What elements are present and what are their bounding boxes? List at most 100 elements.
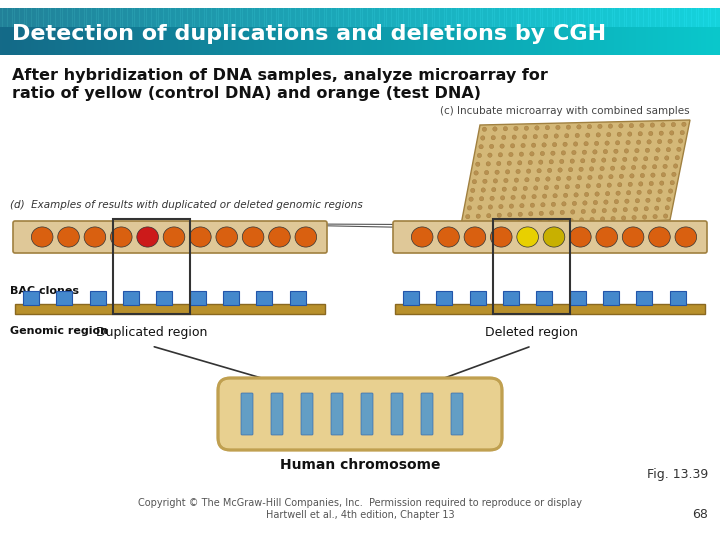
Bar: [163, 8, 166, 55]
Bar: [427, 8, 430, 27]
Bar: [391, 8, 394, 27]
FancyBboxPatch shape: [13, 221, 327, 253]
Circle shape: [665, 206, 670, 210]
Bar: [58, 8, 60, 55]
Bar: [257, 8, 260, 27]
Bar: [564, 8, 567, 55]
Bar: [598, 8, 600, 27]
Bar: [425, 8, 428, 55]
Bar: [228, 8, 231, 55]
Bar: [351, 8, 354, 55]
Circle shape: [482, 127, 487, 131]
Circle shape: [476, 214, 480, 218]
Circle shape: [464, 223, 468, 227]
Bar: [132, 8, 135, 55]
Bar: [156, 8, 159, 27]
Bar: [682, 8, 685, 27]
Bar: [578, 8, 581, 27]
Bar: [293, 8, 296, 27]
Bar: [113, 219, 190, 314]
Bar: [96, 8, 99, 55]
Bar: [94, 8, 96, 27]
Bar: [360, 8, 363, 27]
Bar: [55, 8, 58, 55]
Bar: [629, 8, 631, 55]
Bar: [492, 8, 495, 27]
Bar: [538, 8, 541, 27]
Bar: [63, 8, 66, 27]
Ellipse shape: [649, 227, 670, 247]
Circle shape: [564, 133, 569, 138]
Circle shape: [668, 139, 672, 144]
Bar: [549, 8, 552, 27]
Bar: [247, 8, 250, 55]
Bar: [387, 8, 390, 27]
Circle shape: [675, 156, 680, 160]
Circle shape: [572, 150, 576, 155]
Bar: [81, 8, 84, 55]
Bar: [307, 8, 310, 27]
Bar: [132, 8, 135, 27]
Circle shape: [567, 176, 571, 180]
Circle shape: [551, 151, 555, 156]
Text: (c) Incubate microarray with combined samples: (c) Incubate microarray with combined sa…: [440, 106, 690, 116]
Bar: [182, 8, 185, 27]
Bar: [351, 8, 354, 27]
Bar: [180, 8, 183, 55]
Circle shape: [485, 171, 489, 175]
Bar: [367, 8, 370, 27]
Bar: [331, 8, 334, 27]
Bar: [389, 8, 392, 27]
Bar: [276, 8, 279, 55]
Bar: [603, 291, 619, 305]
Bar: [256, 291, 272, 305]
Bar: [207, 8, 210, 27]
Bar: [315, 8, 318, 27]
Text: After hybridization of DNA samples, analyze microarray for: After hybridization of DNA samples, anal…: [12, 68, 548, 83]
Bar: [341, 8, 343, 27]
Circle shape: [585, 133, 590, 137]
Bar: [36, 8, 39, 55]
Bar: [130, 8, 132, 27]
Bar: [343, 8, 346, 55]
Bar: [281, 8, 284, 27]
Bar: [369, 8, 372, 55]
Circle shape: [588, 176, 592, 180]
Bar: [329, 8, 332, 27]
Bar: [499, 8, 502, 55]
Bar: [180, 8, 183, 27]
Bar: [362, 8, 365, 27]
Bar: [204, 8, 207, 55]
Circle shape: [487, 153, 492, 157]
Bar: [274, 8, 276, 55]
Bar: [202, 8, 204, 55]
Circle shape: [624, 148, 629, 153]
Bar: [240, 8, 243, 55]
Circle shape: [575, 184, 580, 188]
Bar: [31, 8, 34, 55]
Ellipse shape: [243, 227, 264, 247]
Bar: [396, 8, 399, 55]
Bar: [603, 8, 606, 55]
Bar: [679, 8, 682, 55]
Bar: [374, 8, 377, 27]
Bar: [653, 8, 656, 27]
Bar: [535, 8, 538, 55]
Bar: [166, 8, 168, 27]
Bar: [621, 8, 624, 27]
Circle shape: [636, 140, 641, 144]
Bar: [562, 8, 564, 27]
Bar: [557, 8, 559, 55]
Circle shape: [510, 144, 515, 148]
Circle shape: [677, 147, 681, 152]
Bar: [492, 8, 495, 55]
Ellipse shape: [110, 227, 132, 247]
Circle shape: [652, 165, 657, 169]
Bar: [662, 8, 665, 27]
Bar: [569, 8, 572, 55]
Text: Fig. 13.39: Fig. 13.39: [647, 468, 708, 481]
Bar: [636, 8, 639, 55]
Bar: [286, 8, 289, 27]
Circle shape: [474, 222, 479, 227]
Bar: [139, 8, 142, 27]
